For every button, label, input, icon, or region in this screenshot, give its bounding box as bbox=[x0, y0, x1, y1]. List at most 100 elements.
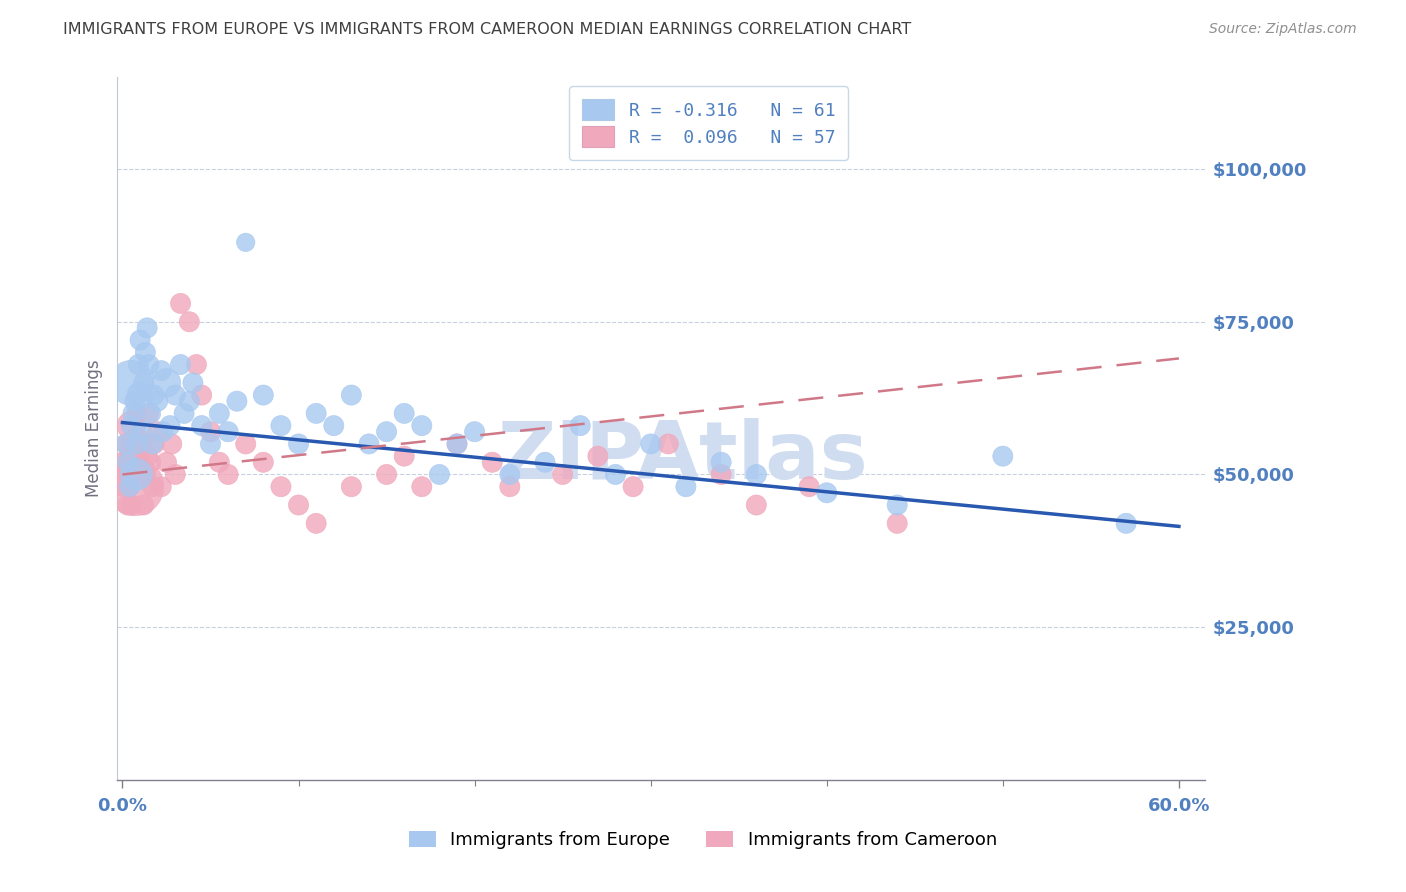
Point bbox=[481, 455, 503, 469]
Point bbox=[122, 467, 145, 482]
Point bbox=[125, 406, 148, 420]
Point bbox=[226, 394, 249, 409]
Point bbox=[146, 425, 169, 439]
Point bbox=[270, 480, 292, 494]
Point bbox=[305, 406, 328, 420]
Point bbox=[287, 437, 309, 451]
Point bbox=[152, 425, 174, 439]
Point bbox=[134, 467, 156, 482]
Point bbox=[179, 315, 201, 329]
Point bbox=[551, 467, 574, 482]
Legend: Immigrants from Europe, Immigrants from Cameroon: Immigrants from Europe, Immigrants from … bbox=[402, 823, 1004, 856]
Point bbox=[120, 376, 142, 390]
Point bbox=[160, 437, 183, 451]
Point bbox=[118, 480, 141, 494]
Legend: R = -0.316   N = 61, R =  0.096   N = 57: R = -0.316 N = 61, R = 0.096 N = 57 bbox=[569, 87, 848, 160]
Point bbox=[799, 480, 821, 494]
Point bbox=[173, 406, 195, 420]
Point bbox=[208, 406, 231, 420]
Point bbox=[411, 480, 433, 494]
Point bbox=[675, 480, 697, 494]
Point bbox=[411, 418, 433, 433]
Text: Source: ZipAtlas.com: Source: ZipAtlas.com bbox=[1209, 22, 1357, 37]
Point bbox=[305, 516, 328, 531]
Point bbox=[124, 480, 146, 494]
Point bbox=[252, 455, 274, 469]
Point bbox=[392, 449, 415, 463]
Point bbox=[146, 394, 169, 409]
Point bbox=[115, 437, 138, 451]
Point bbox=[322, 418, 344, 433]
Point bbox=[745, 498, 768, 512]
Point bbox=[815, 485, 838, 500]
Point bbox=[131, 437, 153, 451]
Point bbox=[392, 406, 415, 420]
Point bbox=[710, 455, 733, 469]
Point bbox=[117, 455, 139, 469]
Point bbox=[190, 418, 212, 433]
Point bbox=[155, 455, 177, 469]
Point bbox=[886, 498, 908, 512]
Point bbox=[169, 296, 191, 310]
Point bbox=[125, 437, 148, 451]
Point bbox=[621, 480, 644, 494]
Point bbox=[124, 394, 146, 409]
Point bbox=[287, 498, 309, 512]
Point bbox=[150, 364, 173, 378]
Point bbox=[886, 516, 908, 531]
Point bbox=[138, 406, 160, 420]
Point bbox=[657, 437, 679, 451]
Point bbox=[534, 455, 557, 469]
Point bbox=[446, 437, 468, 451]
Point bbox=[129, 455, 152, 469]
Point bbox=[710, 467, 733, 482]
Point bbox=[340, 388, 363, 402]
Text: IMMIGRANTS FROM EUROPE VS IMMIGRANTS FROM CAMEROON MEDIAN EARNINGS CORRELATION C: IMMIGRANTS FROM EUROPE VS IMMIGRANTS FRO… bbox=[63, 22, 911, 37]
Point bbox=[464, 425, 486, 439]
Point bbox=[605, 467, 627, 482]
Point bbox=[586, 449, 609, 463]
Point bbox=[122, 437, 145, 451]
Point bbox=[143, 388, 166, 402]
Point bbox=[181, 376, 204, 390]
Point bbox=[129, 333, 152, 347]
Point bbox=[499, 480, 522, 494]
Point bbox=[150, 480, 173, 494]
Point bbox=[499, 467, 522, 482]
Point bbox=[120, 418, 142, 433]
Point bbox=[429, 467, 451, 482]
Point bbox=[991, 449, 1014, 463]
Point bbox=[124, 455, 146, 469]
Point bbox=[165, 388, 187, 402]
Text: ZIPAtlas: ZIPAtlas bbox=[498, 417, 869, 496]
Point bbox=[117, 498, 139, 512]
Point bbox=[357, 437, 380, 451]
Y-axis label: Median Earnings: Median Earnings bbox=[86, 359, 103, 498]
Point bbox=[235, 437, 257, 451]
Point bbox=[122, 406, 145, 420]
Point bbox=[141, 480, 163, 494]
Point bbox=[179, 394, 201, 409]
Point bbox=[136, 321, 159, 335]
Point bbox=[200, 425, 222, 439]
Point bbox=[217, 425, 239, 439]
Point bbox=[208, 455, 231, 469]
Point bbox=[1115, 516, 1137, 531]
Point bbox=[125, 467, 148, 482]
Point bbox=[200, 437, 222, 451]
Point bbox=[132, 498, 155, 512]
Point bbox=[118, 480, 141, 494]
Point bbox=[155, 376, 177, 390]
Point bbox=[217, 467, 239, 482]
Point bbox=[186, 358, 208, 372]
Point bbox=[129, 388, 152, 402]
Point bbox=[136, 449, 159, 463]
Point bbox=[270, 418, 292, 433]
Point bbox=[190, 388, 212, 402]
Point bbox=[159, 418, 181, 433]
Point bbox=[127, 358, 149, 372]
Point bbox=[745, 467, 768, 482]
Point bbox=[141, 437, 163, 451]
Point bbox=[139, 455, 162, 469]
Point bbox=[143, 437, 166, 451]
